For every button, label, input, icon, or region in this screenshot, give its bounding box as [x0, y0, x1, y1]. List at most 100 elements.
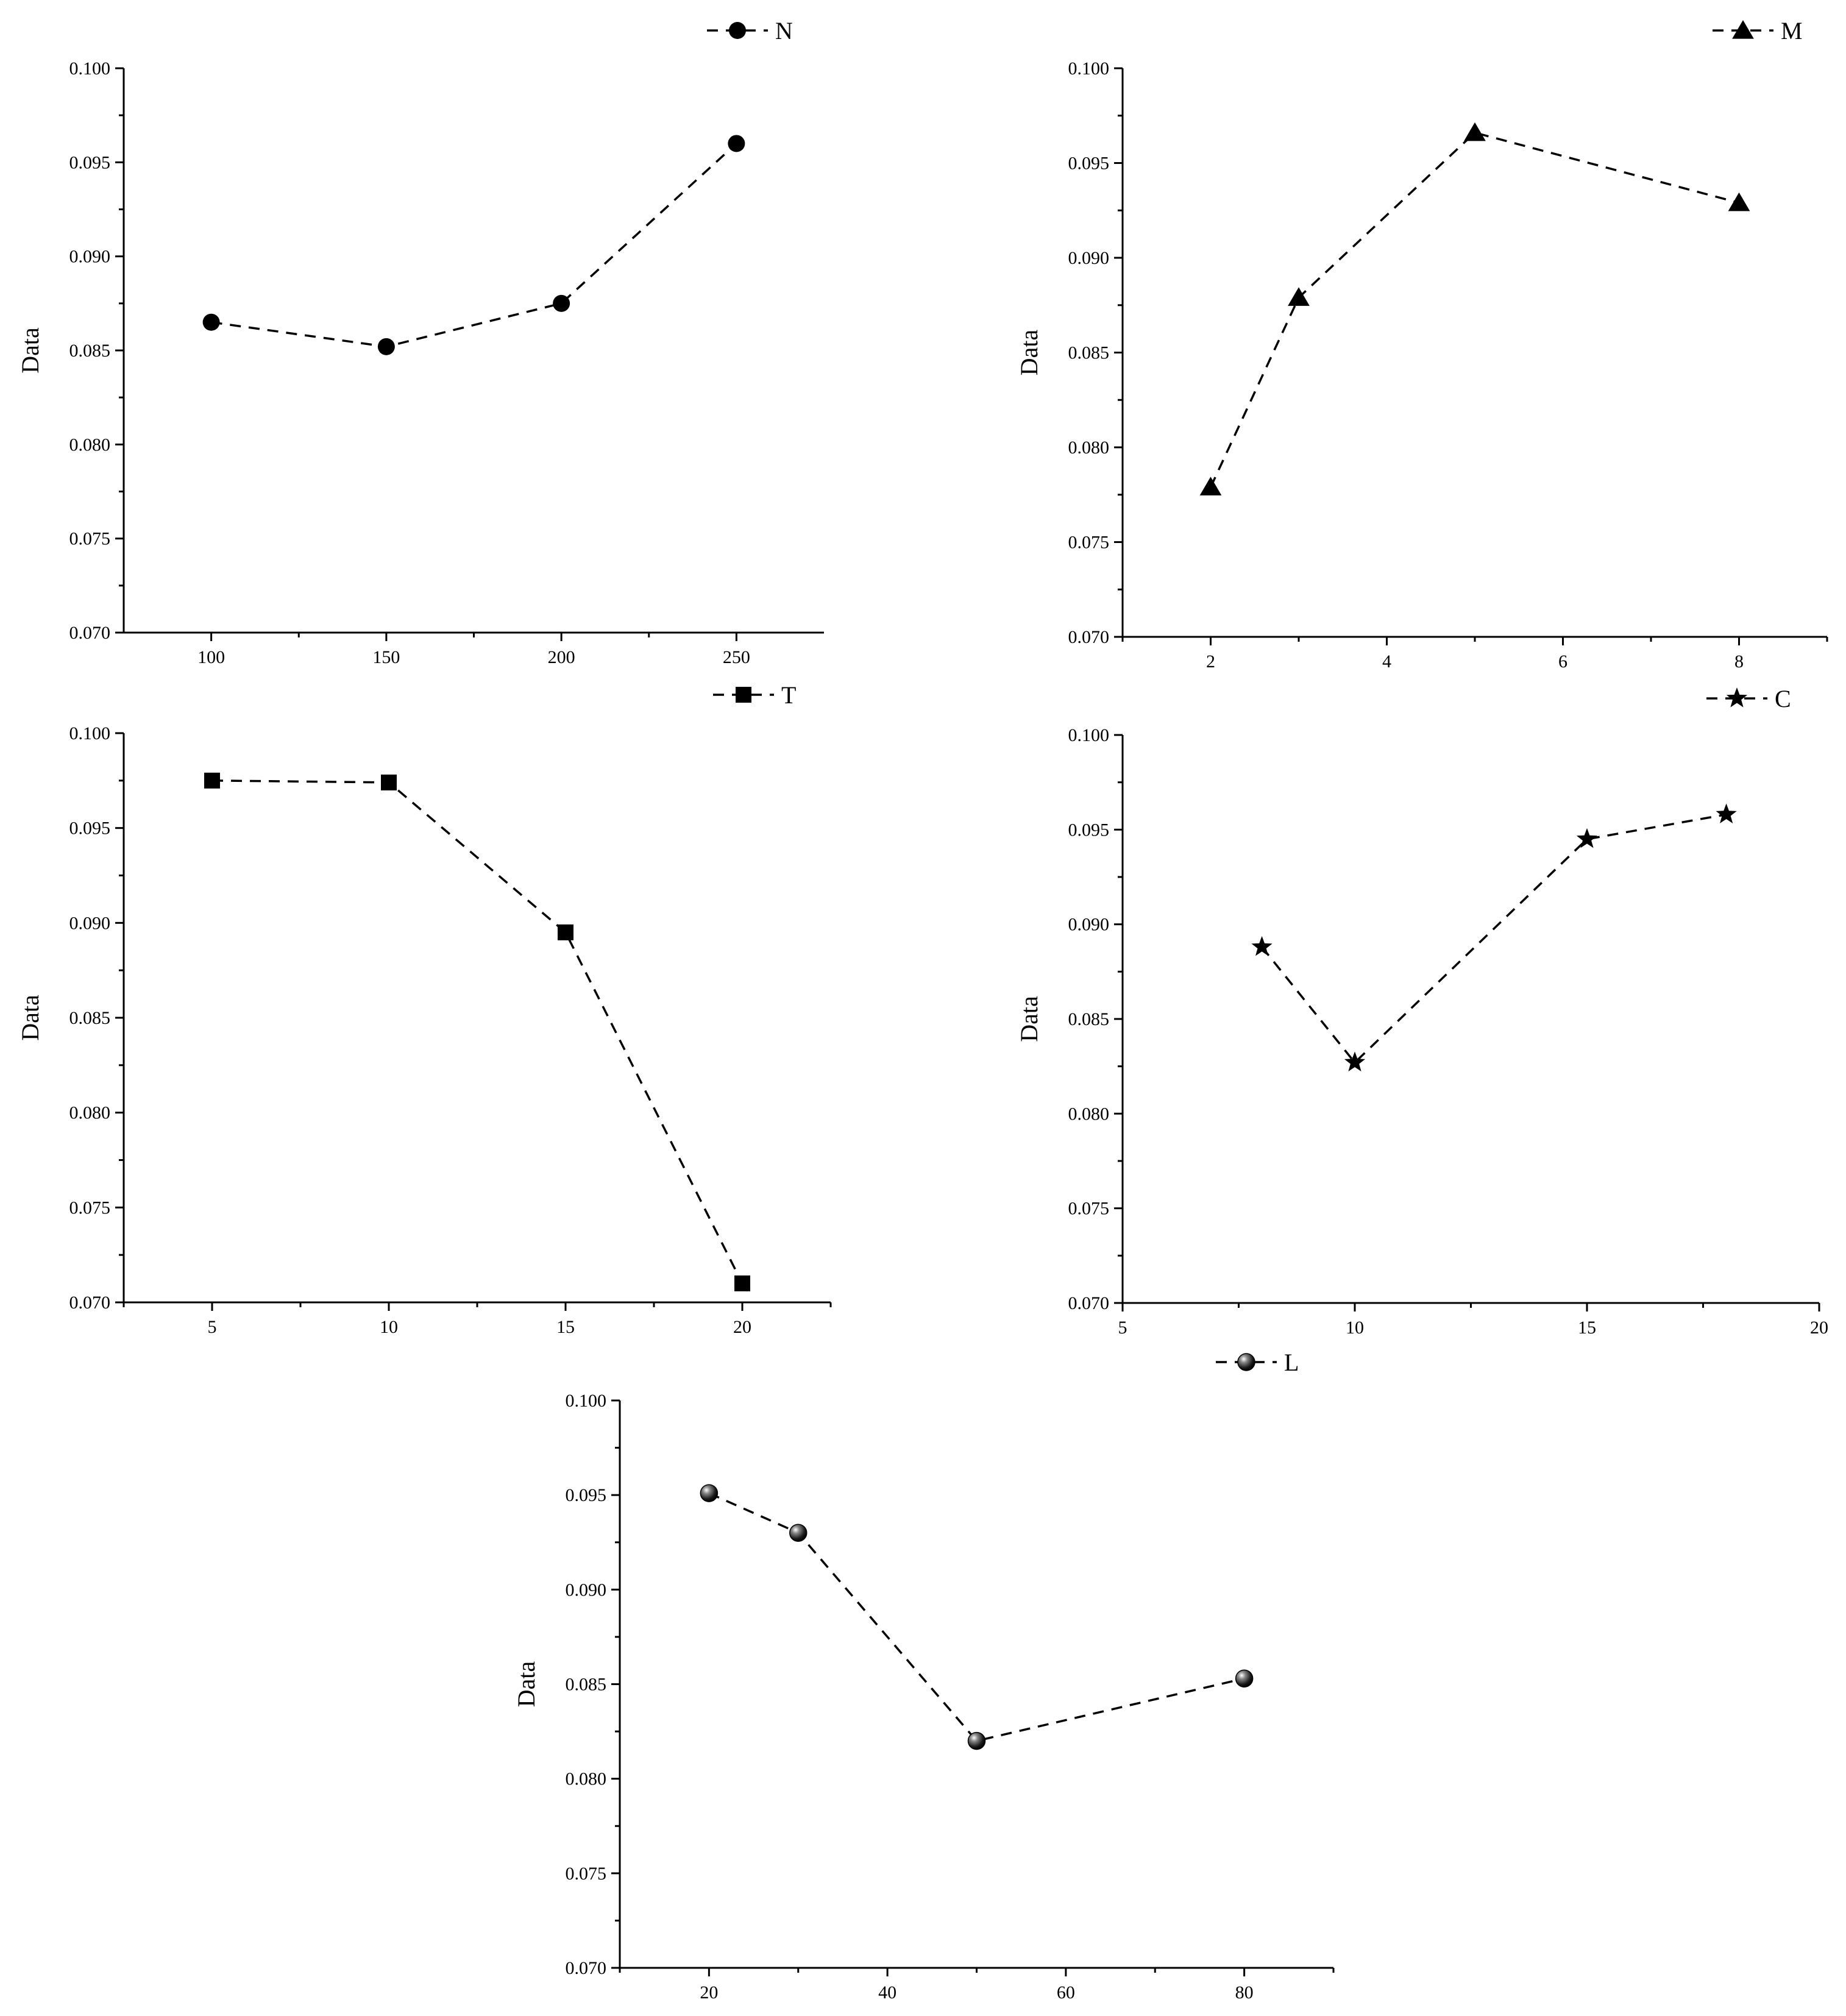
series-line-L [708, 1492, 1244, 1742]
data-point [381, 774, 397, 790]
y-tick-label: 0.070 [69, 1293, 111, 1313]
data-point [700, 1484, 719, 1502]
x-tick-label: 4 [1382, 651, 1391, 672]
data-point [728, 135, 745, 152]
data-point [789, 1524, 808, 1542]
y-tick-label: 0.080 [566, 1769, 607, 1789]
y-tick-label: 0.095 [1068, 820, 1110, 840]
y-tick-label: 0.075 [1068, 533, 1110, 553]
data-point [1344, 1051, 1366, 1071]
y-tick-label: 0.075 [1068, 1199, 1110, 1219]
x-tick-label: 10 [380, 1317, 398, 1337]
x-tick-label: 2 [1206, 651, 1215, 672]
data-point [204, 772, 220, 789]
x-tick-label: 250 [723, 647, 750, 667]
y-tick-label: 0.080 [1068, 438, 1110, 458]
y-tick-label: 0.070 [566, 1958, 607, 1978]
y-axis-title: Data [513, 1661, 540, 1708]
chart-panel-3: 0.070 0.075 0.080 0.085 0.090 0.095 0.100 5 10 15… [16, 681, 832, 1337]
data-point [553, 294, 570, 312]
y-tick-label: 0.085 [69, 341, 111, 361]
data-point [1199, 477, 1222, 495]
y-axis-title: Data [1015, 996, 1043, 1042]
y-tick-label: 0.095 [69, 152, 111, 172]
y-tick-label: 0.090 [1068, 248, 1110, 268]
y-tick-label: 0.095 [69, 818, 111, 839]
data-point [1576, 828, 1598, 848]
data-point [1251, 935, 1273, 956]
y-tick-label: 0.090 [69, 913, 111, 933]
y-tick-label: 0.085 [1068, 1009, 1110, 1029]
series-line-C [1261, 813, 1727, 1065]
chart-panel-5: 0.070 0.075 0.080 0.085 0.090 0.095 0.100 20 40 6… [513, 1349, 1335, 2003]
x-tick-label: 10 [1346, 1318, 1364, 1338]
y-tick-label: 0.075 [69, 1198, 111, 1218]
y-tick-label: 0.085 [69, 1008, 111, 1028]
y-tick-label: 0.080 [69, 435, 111, 455]
y-tick-label: 0.100 [1068, 725, 1110, 745]
x-tick-label: 100 [197, 647, 225, 667]
y-tick-label: 0.100 [1068, 59, 1110, 79]
y-tick-label: 0.070 [1068, 1293, 1110, 1313]
x-tick-label: 6 [1558, 651, 1567, 672]
data-point [734, 1275, 750, 1291]
legend-marker-star-icon [1726, 687, 1748, 708]
data-point [1728, 192, 1750, 211]
x-tick-label: 150 [372, 647, 400, 667]
legend: N [707, 17, 793, 44]
data-point [202, 313, 220, 331]
y-tick-label: 0.085 [566, 1675, 607, 1695]
y-tick-label: 0.080 [69, 1103, 111, 1123]
y-tick-label: 0.090 [1068, 915, 1110, 935]
x-tick-label: 200 [548, 647, 575, 667]
y-tick-label: 0.075 [566, 1864, 607, 1884]
x-tick-label: 20 [733, 1317, 751, 1337]
legend-marker-square-icon [736, 687, 751, 703]
x-tick-label: 20 [700, 1982, 718, 2003]
data-point [377, 338, 395, 355]
y-tick-label: 0.090 [566, 1580, 607, 1600]
chart-panel-1: 0.070 0.075 0.080 0.085 0.090 0.095 0.100 100 15… [16, 17, 824, 667]
y-axis-title: Data [16, 995, 44, 1041]
x-tick-label: 5 [1118, 1318, 1127, 1338]
series-line-N [211, 143, 737, 348]
x-tick-label: 5 [208, 1317, 217, 1337]
y-tick-label: 0.100 [69, 723, 111, 744]
series-line-T [211, 779, 744, 1284]
legend-label: N [775, 17, 793, 44]
y-tick-label: 0.090 [69, 247, 111, 267]
chart-panel-2: 0.070 0.075 0.080 0.085 0.090 0.095 0.100 2 4 6 8 D… [1015, 17, 1828, 672]
x-tick-label: 15 [1578, 1318, 1596, 1338]
legend-label: M [1781, 17, 1803, 44]
data-point [1716, 803, 1737, 823]
x-tick-label: 8 [1734, 651, 1744, 672]
y-tick-label: 0.095 [566, 1485, 607, 1505]
x-tick-label: 60 [1057, 1982, 1075, 2003]
legend-label: T [781, 681, 796, 709]
y-axis-title: Data [16, 327, 44, 374]
legend-label: C [1775, 685, 1791, 712]
data-point [1464, 122, 1486, 141]
data-point [1288, 287, 1310, 306]
y-tick-label: 0.070 [1068, 627, 1110, 647]
y-tick-label: 0.080 [1068, 1104, 1110, 1124]
legend-label: L [1284, 1349, 1299, 1376]
y-tick-label: 0.085 [1068, 343, 1110, 363]
x-tick-label: 40 [878, 1982, 896, 2003]
data-point [967, 1731, 986, 1750]
y-axis-title: Data [1015, 330, 1043, 376]
data-point [1235, 1669, 1254, 1688]
y-tick-label: 0.100 [566, 1391, 607, 1411]
data-point [558, 924, 573, 940]
x-tick-label: 15 [556, 1317, 575, 1337]
legend-marker-triangle-icon [1732, 20, 1754, 39]
legend-marker-circle-icon [729, 22, 746, 39]
legend: C [1706, 685, 1791, 712]
y-tick-label: 0.100 [69, 59, 111, 79]
y-tick-label: 0.075 [69, 529, 111, 549]
legend: M [1713, 17, 1803, 44]
x-tick-label: 20 [1810, 1318, 1828, 1338]
y-tick-label: 0.095 [1068, 154, 1110, 174]
y-tick-label: 0.070 [69, 623, 111, 643]
